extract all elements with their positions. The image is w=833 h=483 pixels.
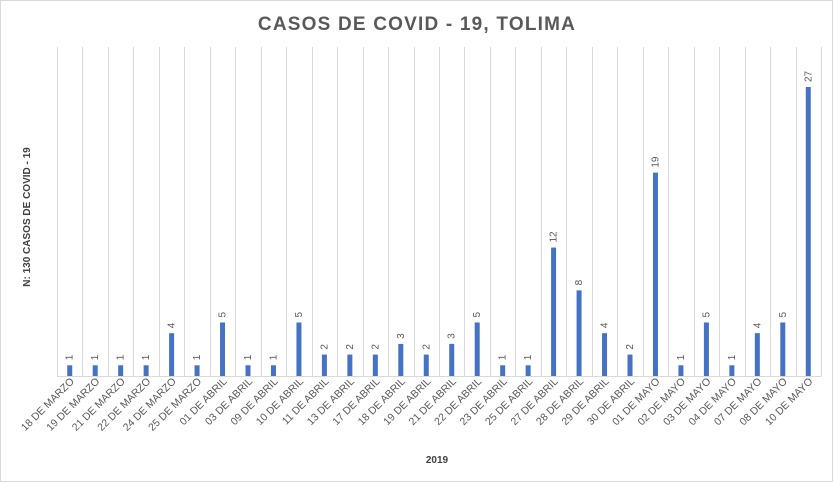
- data-label: 5: [294, 311, 305, 317]
- bar: [270, 365, 276, 376]
- data-label: 5: [218, 311, 229, 317]
- bar: [143, 365, 149, 376]
- data-label: 1: [498, 354, 509, 360]
- data-labels: 1 1 1 1 4 1 5 1 1 5 2 2 2 3 2 3 5 1 1 12 8 4 2 19 1 5 1 4 5 27: [65, 70, 815, 360]
- bar: [525, 365, 531, 376]
- data-label: 1: [523, 354, 534, 360]
- data-label: 1: [727, 354, 738, 360]
- bars: [67, 87, 811, 376]
- chart-title: CASOS DE COVID - 19, TOLIMA: [258, 14, 576, 35]
- bar: [703, 322, 709, 376]
- data-label: 2: [345, 344, 356, 350]
- data-label: 2: [421, 344, 432, 350]
- data-label: 1: [65, 354, 76, 360]
- data-label: 4: [752, 322, 763, 328]
- bar: [551, 247, 557, 376]
- data-label: 19: [650, 156, 661, 168]
- data-label: 8: [574, 279, 585, 285]
- bar: [245, 365, 251, 376]
- data-label: 5: [472, 311, 483, 317]
- bar: [347, 354, 353, 376]
- bar: [423, 354, 429, 376]
- bar: [805, 87, 811, 376]
- data-label: 5: [701, 311, 712, 317]
- bar: [194, 365, 200, 376]
- bar: [321, 354, 327, 376]
- bar: [500, 365, 506, 376]
- data-label: 1: [243, 354, 254, 360]
- bar: [118, 365, 124, 376]
- bar: [296, 322, 302, 376]
- data-label: 27: [803, 70, 814, 82]
- bar: [780, 322, 786, 376]
- bar: [652, 172, 658, 376]
- bar: [398, 343, 404, 376]
- data-label: 4: [167, 322, 178, 328]
- gridlines: [57, 47, 822, 377]
- bar: [729, 365, 735, 376]
- data-label: 1: [90, 354, 101, 360]
- data-label: 2: [370, 344, 381, 350]
- bar: [372, 354, 378, 376]
- bar: [92, 365, 98, 376]
- data-label: 3: [396, 333, 407, 339]
- bar: [754, 333, 760, 376]
- bar: [169, 333, 175, 376]
- x-axis-title: 2019: [426, 455, 449, 466]
- y-axis-title: N: 130 CASOS DE COVID - 19: [22, 147, 33, 287]
- bar: [474, 322, 480, 376]
- data-label: 2: [319, 344, 330, 350]
- data-label: 12: [549, 231, 560, 243]
- bar: [602, 333, 608, 376]
- bar: [449, 343, 455, 376]
- data-label: 4: [600, 322, 611, 328]
- bar: [627, 354, 633, 376]
- bar: [678, 365, 684, 376]
- data-label: 1: [676, 354, 687, 360]
- bar: [220, 322, 226, 376]
- data-label: 5: [778, 311, 789, 317]
- data-label: 1: [268, 354, 279, 360]
- data-label: 1: [116, 354, 127, 360]
- data-label: 2: [625, 344, 636, 350]
- data-label: 1: [141, 354, 152, 360]
- bar: [67, 365, 73, 376]
- data-label: 1: [192, 354, 203, 360]
- data-label: 3: [447, 333, 458, 339]
- bar: [576, 290, 582, 376]
